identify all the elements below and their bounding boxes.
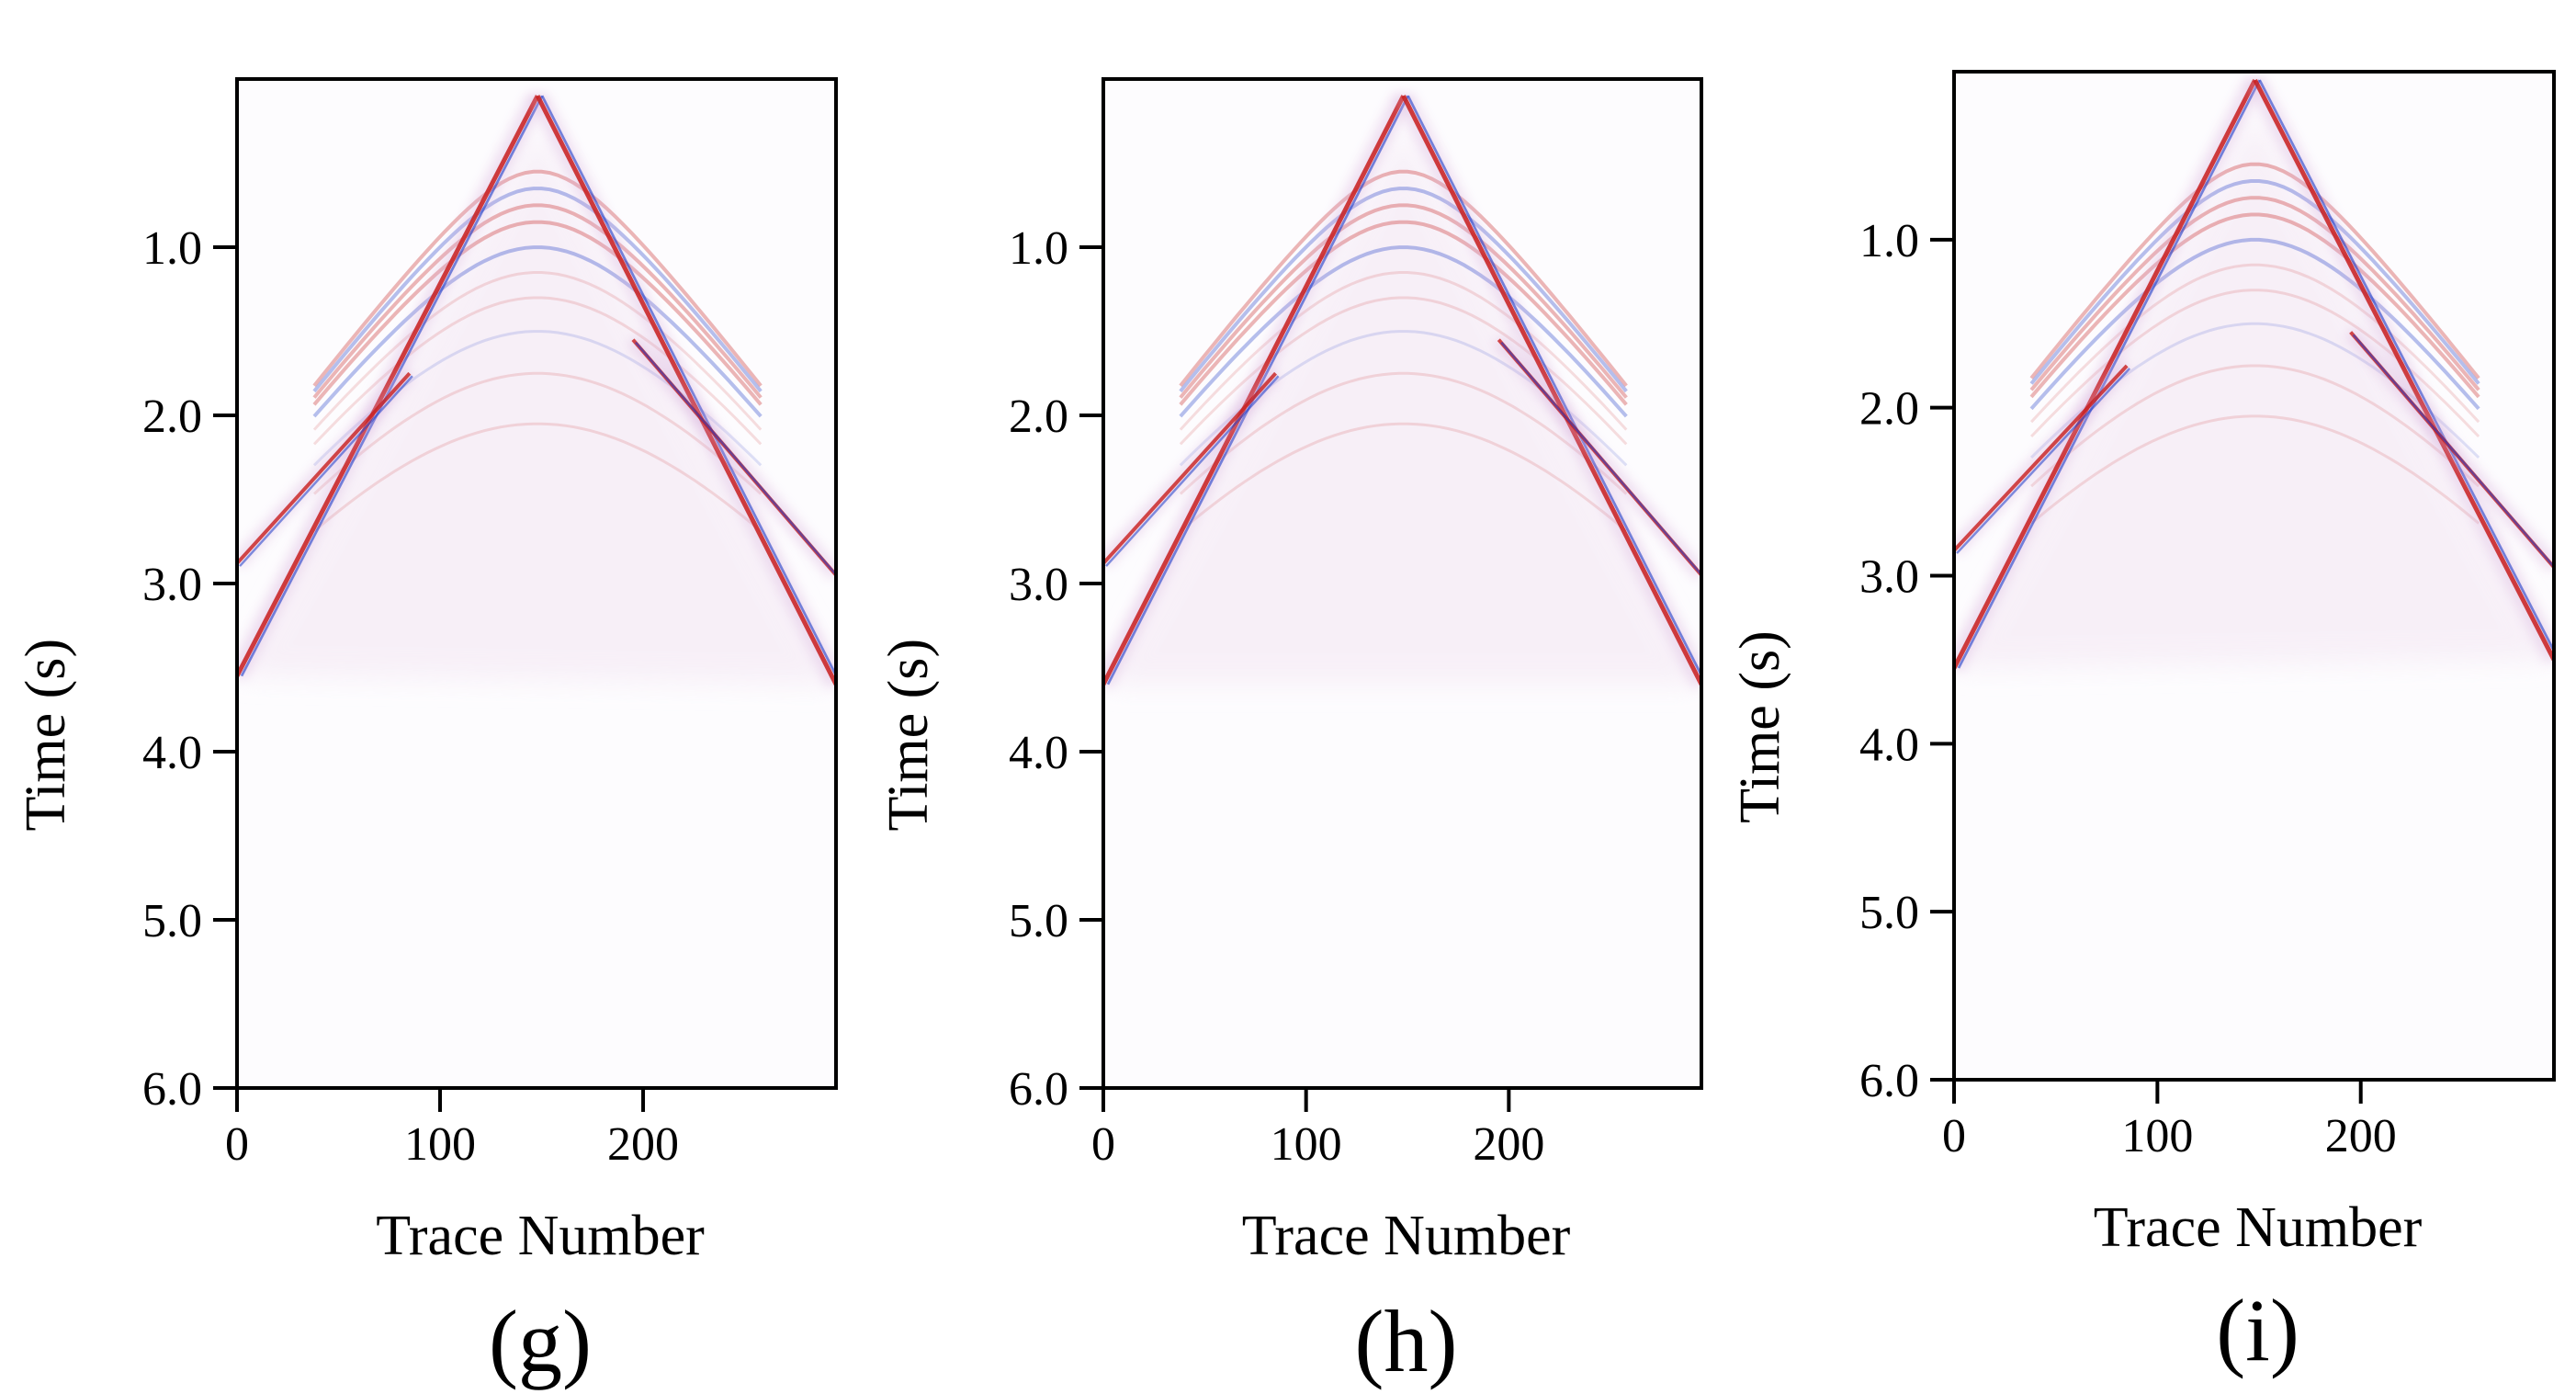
refraction-left bbox=[1954, 360, 2132, 556]
y-tick-label: 2.0 bbox=[1009, 391, 1068, 443]
y-tick-label: 1.0 bbox=[1009, 222, 1068, 275]
reflection-event bbox=[1179, 203, 1628, 399]
y-tick-label: 3.0 bbox=[1859, 551, 1919, 604]
y-tick-label: 1.0 bbox=[142, 222, 202, 275]
x-axis-label: Trace Number bbox=[2094, 1196, 2423, 1259]
y-tick-label: 4.0 bbox=[142, 727, 202, 779]
scattered-energy bbox=[1954, 113, 2554, 669]
y-tick-label: 6.0 bbox=[1009, 1063, 1068, 1116]
reflection-event bbox=[2029, 237, 2480, 411]
y-axis-label: Time (s) bbox=[877, 639, 940, 832]
seismic-panel-2: 1.0 2.0 3.0 4.0 5.0 6.0 0 100 200 Trace Number Tim… bbox=[877, 77, 1703, 1390]
reflection-event bbox=[312, 220, 763, 406]
scattered-energy bbox=[237, 129, 836, 685]
x-axis-label: Trace Number bbox=[1242, 1205, 1571, 1267]
reflection-event bbox=[1179, 220, 1628, 406]
y-tick-label: 5.0 bbox=[142, 895, 202, 947]
x-tick-label: 0 bbox=[1091, 1118, 1115, 1171]
y-tick-label: 2.0 bbox=[142, 391, 202, 443]
x-tick-label: 0 bbox=[1942, 1110, 1966, 1162]
reflection-event bbox=[1179, 371, 1628, 495]
direct-wave-right bbox=[529, 91, 836, 689]
seismic-section bbox=[237, 91, 836, 689]
refraction-left bbox=[1103, 368, 1282, 569]
reflection-event bbox=[2029, 162, 2480, 380]
refraction-right bbox=[2344, 327, 2554, 572]
y-tick-label: 3.0 bbox=[1009, 559, 1068, 611]
y-tick-label: 5.0 bbox=[1009, 895, 1068, 947]
reflection-event bbox=[2030, 414, 2480, 525]
panel-label: (h) bbox=[1355, 1292, 1458, 1390]
reflection-event bbox=[2029, 212, 2480, 399]
reflection-event bbox=[1179, 271, 1628, 431]
x-tick-label: 200 bbox=[1473, 1118, 1544, 1171]
y-axis-label: Time (s) bbox=[1729, 630, 1791, 823]
reflection-event bbox=[1179, 169, 1628, 388]
seismic-panel-1: 1.0 2.0 3.0 4.0 5.0 6.0 0 100 200 Trace Number Tim… bbox=[15, 77, 838, 1390]
reflection-event bbox=[2029, 179, 2480, 385]
x-tick-label: 200 bbox=[607, 1118, 679, 1171]
reflection-event bbox=[312, 203, 763, 399]
reflection-event bbox=[1179, 187, 1628, 393]
reflection-event bbox=[2029, 196, 2480, 391]
reflection-event bbox=[312, 169, 763, 388]
refraction-right bbox=[627, 334, 836, 581]
x-tick-label: 0 bbox=[225, 1118, 249, 1171]
panel-label: (g) bbox=[489, 1292, 592, 1390]
reflection-event bbox=[312, 187, 763, 393]
scattered-energy bbox=[1103, 129, 1701, 685]
y-tick-label: 5.0 bbox=[1859, 887, 1919, 939]
y-tick-label: 4.0 bbox=[1009, 727, 1068, 779]
seismic-panel-3: 1.0 2.0 3.0 4.0 5.0 6.0 0 100 200 Trace Number Tim… bbox=[1729, 70, 2556, 1379]
refraction-right bbox=[1493, 334, 1701, 581]
reflection-event bbox=[2030, 263, 2480, 424]
reflection-event bbox=[312, 271, 763, 431]
reflection-event bbox=[312, 371, 763, 495]
x-tick-label: 200 bbox=[2325, 1110, 2397, 1162]
reflection-event bbox=[1179, 422, 1628, 533]
refraction-left bbox=[237, 368, 415, 569]
direct-wave-right bbox=[2246, 75, 2554, 664]
x-tick-label: 100 bbox=[2121, 1110, 2193, 1162]
x-axis-label: Trace Number bbox=[376, 1205, 705, 1267]
y-tick-label: 3.0 bbox=[142, 559, 202, 611]
y-tick-label: 1.0 bbox=[1859, 215, 1919, 267]
direct-wave-right bbox=[1395, 91, 1701, 689]
seismic-section bbox=[1103, 91, 1701, 689]
y-tick-label: 6.0 bbox=[142, 1063, 202, 1116]
reflection-event bbox=[1179, 245, 1628, 418]
y-tick-label: 4.0 bbox=[1859, 719, 1919, 771]
reflection-event bbox=[2030, 364, 2480, 488]
x-tick-label: 100 bbox=[1271, 1118, 1342, 1171]
x-tick-label: 100 bbox=[404, 1118, 476, 1171]
seismic-section bbox=[1954, 75, 2554, 673]
panel-label: (i) bbox=[2216, 1281, 2299, 1379]
y-axis-label: Time (s) bbox=[15, 639, 77, 832]
y-tick-label: 6.0 bbox=[1859, 1055, 1919, 1107]
reflection-event bbox=[312, 245, 763, 418]
y-tick-label: 2.0 bbox=[1859, 383, 1919, 436]
reflection-event bbox=[313, 422, 763, 533]
